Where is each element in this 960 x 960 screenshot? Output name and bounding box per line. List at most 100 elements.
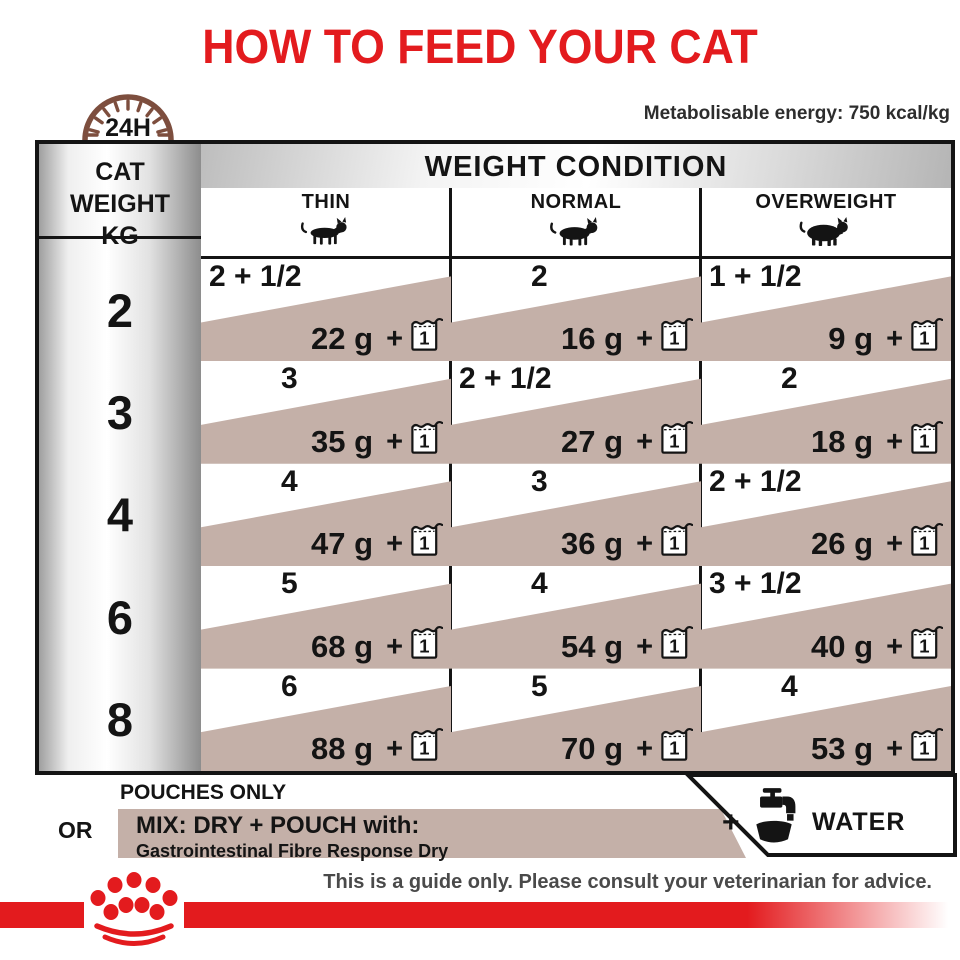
column-label-thin: THIN xyxy=(301,191,351,213)
dry-grams: 9 g xyxy=(828,321,874,357)
pouch-icon: 1 xyxy=(411,727,443,761)
plus-sign: + xyxy=(386,323,403,356)
feeding-cell: 4 54 g + 1 xyxy=(451,566,701,669)
legend-mix-title: MIX: DRY + POUCH with: xyxy=(136,812,420,839)
dry-grams: 54 g xyxy=(561,628,624,664)
pouch-icon: 1 xyxy=(911,318,943,352)
svg-text:1: 1 xyxy=(669,738,679,759)
pouch-icon: 1 xyxy=(411,625,443,659)
mix-amount: 54 g + 1 xyxy=(561,621,693,662)
pouch-icon: 1 xyxy=(911,727,943,761)
condition-header-underline xyxy=(201,256,951,259)
plus-sign: + xyxy=(886,630,903,663)
pouches-count: 2 + 1/2 xyxy=(709,464,802,498)
plus-sign: + xyxy=(636,323,653,356)
crown-logo-icon xyxy=(90,872,178,946)
svg-text:1: 1 xyxy=(419,328,429,349)
plus-sign: + xyxy=(886,425,903,458)
pouches-count: 3 + 1/2 xyxy=(709,567,802,601)
plus-sign: + xyxy=(886,323,903,356)
energy-note: Metabolisable energy: 750 kcal/kg xyxy=(643,103,950,124)
pouches-count: 2 + 1/2 xyxy=(459,362,552,396)
pouches-count: 2 xyxy=(531,260,548,293)
pouches-count: 3 xyxy=(531,464,548,498)
svg-text:24H: 24H xyxy=(105,114,151,140)
svg-text:1: 1 xyxy=(669,328,679,349)
legend-mix-product: Gastrointestinal Fibre Response Dry xyxy=(136,841,449,861)
legend-or: OR xyxy=(58,817,93,843)
pouch-icon: 1 xyxy=(411,420,443,454)
dry-grams: 70 g xyxy=(561,731,624,766)
mix-amount: 26 g + 1 xyxy=(811,518,943,559)
svg-text:1: 1 xyxy=(919,635,929,656)
feeding-cell: 2 + 1/2 26 g + 1 xyxy=(701,464,951,567)
dry-grams: 26 g xyxy=(811,526,874,562)
weight-value: 6 xyxy=(106,590,134,644)
svg-text:1: 1 xyxy=(919,328,929,349)
plus-sign: + xyxy=(886,733,903,765)
water-box xyxy=(683,773,957,857)
plus-sign: + xyxy=(636,733,653,765)
page-title: HOW TO FEED YOUR CAT xyxy=(202,21,758,74)
pouches-count: 2 + 1/2 xyxy=(209,260,302,293)
condition-header: WEIGHT CONDITION xyxy=(201,144,951,188)
svg-text:1: 1 xyxy=(419,738,429,759)
column-overweight: OVERWEIGHT xyxy=(701,191,951,256)
dry-grams: 27 g xyxy=(561,423,624,459)
dry-grams: 18 g xyxy=(811,423,874,459)
dry-grams: 47 g xyxy=(311,526,374,562)
pouch-icon: 1 xyxy=(911,523,943,556)
plus-sign: + xyxy=(386,630,403,663)
water-faucet-icon xyxy=(756,788,796,843)
weight-column-background xyxy=(39,144,201,771)
legend-pouches-only: POUCHES ONLY xyxy=(120,781,287,804)
legend-mix-band xyxy=(118,809,746,858)
footer-note: This is a guide only. Please consult you… xyxy=(323,871,932,893)
pouch-icon: 1 xyxy=(411,318,443,352)
feeding-cell: 2 18 g + 1 xyxy=(701,361,951,464)
feeding-cell: 1 + 1/2 9 g + 1 xyxy=(701,259,951,362)
mix-amount: 22 g + 1 xyxy=(311,313,443,354)
mix-amount: 68 g + 1 xyxy=(311,621,443,662)
feeding-cells: 2 + 1/2 22 g + 1 2 16 g + xyxy=(201,259,951,771)
pouches-count: 6 xyxy=(281,669,298,703)
pouch-icon: 1 xyxy=(911,420,943,454)
feeding-cell: 2 + 1/2 22 g + 1 xyxy=(201,259,451,362)
dry-grams: 36 g xyxy=(561,526,624,562)
pouch-icon: 1 xyxy=(911,625,943,659)
column-thin: THIN xyxy=(201,191,451,256)
pouch-icon: 1 xyxy=(411,523,443,556)
weight-value: 8 xyxy=(106,693,134,747)
svg-text:1: 1 xyxy=(419,533,429,554)
pouch-icon: 1 xyxy=(661,625,693,659)
pouches-count: 4 xyxy=(531,567,548,601)
column-normal: NORMAL xyxy=(451,191,701,256)
feeding-cell: 4 53 g + 1 xyxy=(701,669,951,771)
pouch-icon: 1 xyxy=(661,318,693,352)
column-label-normal: NORMAL xyxy=(530,191,622,213)
dry-grams: 88 g xyxy=(311,731,374,766)
pouches-count: 4 xyxy=(781,669,798,703)
feeding-table: CAT WEIGHT KG WEIGHT CONDITION THIN xyxy=(35,140,955,775)
mix-amount: 27 g + 1 xyxy=(561,416,693,457)
feeding-cell: 3 35 g + 1 xyxy=(201,361,451,464)
feeding-cell: 5 68 g + 1 xyxy=(201,566,451,669)
24h-clock-icon: 24H xyxy=(82,94,174,140)
svg-text:1: 1 xyxy=(669,635,679,656)
mix-amount: 36 g + 1 xyxy=(561,518,693,559)
plus-sign: + xyxy=(636,528,653,561)
svg-text:1: 1 xyxy=(919,738,929,759)
svg-text:1: 1 xyxy=(419,635,429,656)
plus-sign: + xyxy=(386,528,403,561)
svg-text:1: 1 xyxy=(669,533,679,554)
thin-cat-icon xyxy=(300,217,347,245)
mix-amount: 53 g + 1 xyxy=(811,723,943,764)
mix-amount: 40 g + 1 xyxy=(811,621,943,662)
svg-text:1: 1 xyxy=(419,430,429,451)
plus-sign: + xyxy=(386,425,403,458)
plus-sign: + xyxy=(886,528,903,561)
weight-column-header: CAT WEIGHT KG xyxy=(39,156,201,252)
pouches-count: 3 xyxy=(281,362,298,396)
weight-value: 3 xyxy=(106,386,134,440)
mix-amount: 18 g + 1 xyxy=(811,416,943,457)
